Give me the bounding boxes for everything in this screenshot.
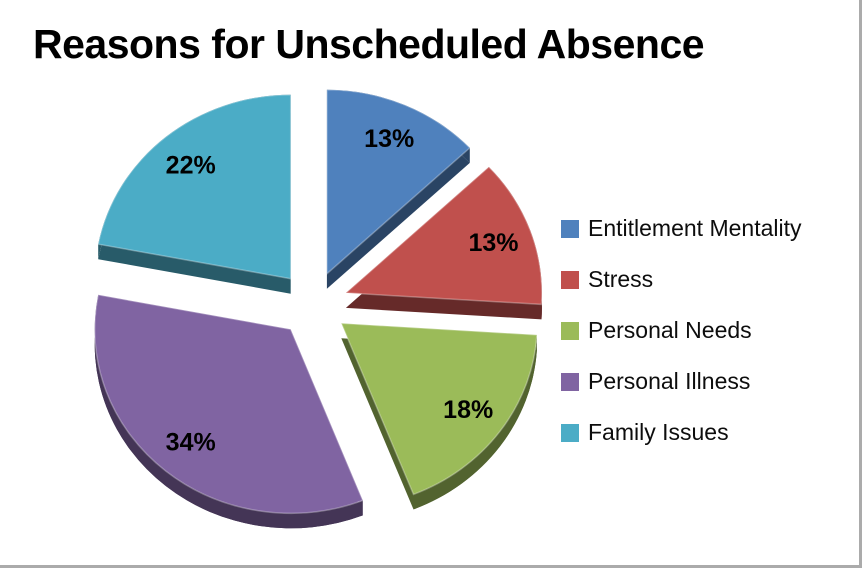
legend-label: Family Issues	[588, 419, 729, 445]
pie-slice-label-personal-illness: 34%	[166, 429, 216, 457]
legend-label: Personal Illness	[588, 368, 751, 394]
legend-swatch-icon	[561, 270, 579, 289]
legend-item-personal-illness: Personal Illness	[561, 356, 801, 407]
legend-label: Entitlement Mentality	[588, 215, 802, 241]
pie-slice-label-personal-needs: 18%	[443, 396, 493, 424]
legend-label: Personal Needs	[588, 317, 752, 343]
pie-slice-personal-needs	[340, 322, 538, 496]
pie-slice-entitlement-mentality	[326, 89, 471, 276]
legend-swatch-icon	[561, 219, 579, 238]
frame-border-bottom	[0, 565, 862, 568]
pie-slice-label-stress: 13%	[468, 229, 518, 257]
pie-slice-labels: 13% 13% 18% 34% 22%	[166, 125, 519, 457]
pie-slice-label-family-issues: 22%	[166, 151, 216, 179]
pie-slice-rim-personal-needs	[413, 334, 537, 510]
frame-border-right	[859, 0, 862, 567]
legend-label: Stress	[588, 266, 654, 292]
pie-slice-stress	[344, 165, 543, 306]
pie-slice-label-entitlement-mentality: 13%	[364, 125, 414, 153]
legend-swatch-icon	[561, 423, 579, 442]
chart-title: Reasons for Unscheduled Absence	[33, 21, 705, 67]
legend-swatch-icon	[561, 321, 579, 340]
pie-slice-family-issues	[97, 93, 292, 280]
pie-slice-personal-illness	[93, 293, 364, 515]
pie-slice-rim-personal-illness	[94, 294, 363, 529]
legend-item-stress: Stress	[561, 254, 801, 305]
pie-slice-tops	[93, 89, 543, 515]
legend-item-entitlement-mentality: Entitlement Mentality	[561, 203, 801, 254]
legend-swatch-icon	[561, 372, 579, 391]
legend-item-personal-needs: Personal Needs	[561, 305, 801, 356]
legend-item-family-issues: Family Issues	[561, 407, 801, 458]
legend: Entitlement Mentality Stress Personal Need…	[561, 203, 801, 458]
